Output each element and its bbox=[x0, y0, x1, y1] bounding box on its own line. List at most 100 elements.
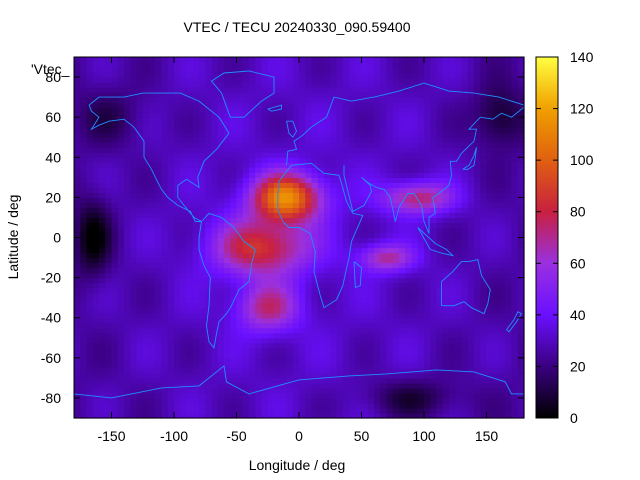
heatmap-cell bbox=[105, 187, 113, 193]
heatmap-cell bbox=[486, 197, 494, 203]
heatmap-cell bbox=[492, 357, 500, 364]
heatmap-cell bbox=[205, 177, 213, 183]
heatmap-cell bbox=[105, 217, 113, 224]
heatmap-cell bbox=[505, 282, 513, 289]
heatmap-cell bbox=[249, 167, 256, 173]
heatmap-cell bbox=[86, 187, 94, 193]
heatmap-cell bbox=[111, 357, 119, 364]
heatmap-cell bbox=[455, 397, 463, 404]
heatmap-cell bbox=[317, 377, 325, 384]
heatmap-cell bbox=[224, 367, 231, 374]
heatmap-cell bbox=[155, 182, 163, 188]
heatmap-cell bbox=[117, 227, 125, 234]
heatmap-cell bbox=[192, 342, 200, 349]
heatmap-cell bbox=[386, 252, 394, 259]
heatmap-cell bbox=[211, 307, 219, 314]
heatmap-cell bbox=[442, 132, 450, 138]
heatmap-cell bbox=[467, 177, 475, 183]
heatmap-cell bbox=[417, 232, 425, 239]
heatmap-cell bbox=[261, 302, 269, 309]
heatmap-cell bbox=[449, 312, 456, 319]
heatmap-cell bbox=[74, 367, 81, 374]
heatmap-cell bbox=[330, 107, 338, 113]
heatmap-cell bbox=[467, 142, 475, 148]
heatmap-cell bbox=[430, 407, 438, 414]
heatmap-cell bbox=[217, 342, 225, 349]
heatmap-cell bbox=[136, 397, 144, 404]
heatmap-cell bbox=[299, 317, 306, 324]
heatmap-cell bbox=[374, 237, 381, 244]
heatmap-cell bbox=[224, 182, 231, 188]
heatmap-cell bbox=[180, 57, 188, 63]
heatmap-cell bbox=[374, 392, 381, 399]
heatmap-cell bbox=[99, 192, 106, 198]
heatmap-cell bbox=[474, 392, 481, 399]
heatmap-cell bbox=[124, 257, 131, 264]
heatmap-cell bbox=[155, 142, 163, 148]
heatmap-cell bbox=[249, 397, 256, 404]
heatmap-cell bbox=[267, 397, 275, 404]
heatmap-cell bbox=[367, 317, 375, 324]
heatmap-cell bbox=[411, 337, 419, 344]
heatmap-cell bbox=[305, 297, 313, 304]
heatmap-cell bbox=[236, 187, 244, 193]
heatmap-cell bbox=[155, 207, 163, 214]
heatmap-cell bbox=[261, 357, 269, 364]
heatmap-cell bbox=[305, 57, 313, 63]
heatmap-cell bbox=[192, 397, 200, 404]
heatmap-cell bbox=[242, 157, 250, 163]
heatmap-cell bbox=[442, 142, 450, 148]
heatmap-cell bbox=[117, 337, 125, 344]
heatmap-cell bbox=[167, 337, 175, 344]
heatmap-cell bbox=[386, 82, 394, 88]
heatmap-cell bbox=[411, 247, 419, 254]
heatmap-cell bbox=[192, 77, 200, 83]
heatmap-cell bbox=[180, 367, 188, 374]
heatmap-cell bbox=[392, 407, 400, 414]
heatmap-cell bbox=[74, 317, 81, 324]
heatmap-cell bbox=[424, 232, 431, 239]
heatmap-cell bbox=[324, 397, 331, 404]
heatmap-cell bbox=[261, 347, 269, 354]
heatmap-cell bbox=[274, 347, 281, 354]
heatmap-cell bbox=[367, 167, 375, 173]
heatmap-cell bbox=[480, 247, 488, 254]
heatmap-cell bbox=[267, 102, 275, 108]
heatmap-cell bbox=[255, 262, 263, 269]
heatmap-cell bbox=[367, 272, 375, 279]
heatmap-cell bbox=[436, 62, 444, 68]
heatmap-cell bbox=[142, 107, 150, 113]
heatmap-cell bbox=[230, 302, 238, 309]
heatmap-cell bbox=[324, 372, 331, 379]
heatmap-cell bbox=[492, 137, 500, 143]
heatmap-cell bbox=[467, 182, 475, 188]
heatmap-cell bbox=[367, 202, 375, 209]
heatmap-cell bbox=[274, 322, 281, 329]
heatmap-cell bbox=[436, 192, 444, 198]
heatmap-cell bbox=[99, 207, 106, 214]
heatmap-cell bbox=[111, 242, 119, 249]
heatmap-cell bbox=[367, 82, 375, 88]
heatmap-cell bbox=[417, 127, 425, 133]
heatmap-cell bbox=[136, 122, 144, 128]
heatmap-cell bbox=[286, 82, 294, 88]
heatmap-cell bbox=[99, 302, 106, 309]
heatmap-cell bbox=[405, 77, 413, 83]
heatmap-cell bbox=[367, 282, 375, 289]
heatmap-cell bbox=[349, 232, 356, 239]
heatmap-cell bbox=[480, 377, 488, 384]
heatmap-cell bbox=[480, 372, 488, 379]
heatmap-cell bbox=[249, 297, 256, 304]
heatmap-cell bbox=[461, 252, 469, 259]
heatmap-cell bbox=[205, 342, 213, 349]
heatmap-cell bbox=[124, 342, 131, 349]
heatmap-cell bbox=[367, 222, 375, 229]
heatmap-cell bbox=[405, 302, 413, 309]
heatmap-cell bbox=[305, 112, 313, 118]
heatmap-cell bbox=[180, 362, 188, 369]
heatmap-cell bbox=[336, 302, 344, 309]
heatmap-cell bbox=[142, 167, 150, 173]
heatmap-cell bbox=[86, 132, 94, 138]
heatmap-cell bbox=[180, 252, 188, 259]
heatmap-cell bbox=[124, 62, 131, 68]
